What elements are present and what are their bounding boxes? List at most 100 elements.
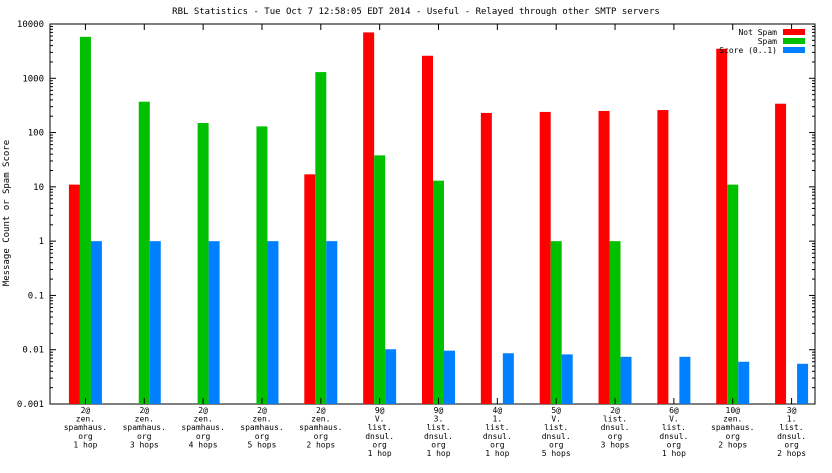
x-tick-label: 9@ 3. list. dnsul. org 1 hop	[424, 406, 453, 458]
x-tick-label-line: list.	[426, 423, 450, 432]
bar-score-0-1	[208, 241, 220, 404]
x-tick-label-line: list.	[368, 423, 392, 432]
bar-not-spam	[657, 110, 669, 404]
x-tick-label-line: org	[490, 440, 505, 449]
x-tick-label: 6@ V. list. dnsul. org 1 hop	[659, 406, 688, 458]
x-tick-label-line: 2 hops	[306, 440, 335, 449]
bar-not-spam	[304, 174, 316, 404]
bar-not-spam	[363, 32, 375, 404]
bar-score-0-1	[326, 241, 338, 404]
bar-score-0-1	[385, 349, 397, 404]
x-tick-label-line: org	[196, 432, 211, 441]
bar-score-0-1	[679, 356, 691, 404]
x-tick-label-line: 1 hop	[368, 449, 392, 458]
bar-spam	[433, 180, 444, 404]
x-tick-label-line: dnsul.	[542, 432, 571, 441]
y-tick-label: 10	[33, 183, 44, 193]
x-tick-label-line: 5 hops	[248, 440, 277, 449]
x-tick-label-line: org	[784, 440, 799, 449]
x-tick-label-line: list.	[780, 423, 804, 432]
x-tick-label-line: spamhaus.	[64, 423, 107, 432]
x-tick-label-line: 2 hops	[718, 440, 747, 449]
x-tick-label-line: dnsul.	[483, 432, 512, 441]
x-tick-label-line: dnsul.	[424, 432, 453, 441]
x-tick-label-line: zen.	[135, 415, 154, 424]
x-tick-label-line: org	[137, 432, 152, 441]
y-tick-label: 0.001	[17, 400, 44, 410]
x-tick-label: 4@ 1. list. dnsul. org 1 hop	[483, 406, 512, 458]
bar-score-0-1	[797, 363, 809, 404]
x-tick-label-line: 3.	[434, 415, 444, 424]
x-tick-label-line: 2 hops	[777, 449, 806, 458]
bar-spam	[550, 241, 562, 404]
bar-score-0-1	[738, 361, 750, 404]
bar-spam	[256, 126, 268, 405]
x-tick-label-line: zen.	[723, 415, 742, 424]
x-tick-label: 2@ zen. spamhaus. org 4 hops	[181, 406, 224, 449]
x-tick-label-line: dnsul.	[601, 423, 630, 432]
bar-score-0-1	[561, 354, 573, 404]
x-tick-label-line: org	[726, 432, 741, 441]
x-tick-label-line: dnsul.	[659, 432, 688, 441]
y-tick-label: 0.1	[28, 291, 44, 301]
bar-spam	[609, 241, 621, 404]
x-tick-label-line: dnsul.	[365, 432, 394, 441]
bar-not-spam	[539, 111, 551, 404]
bar-spam	[79, 36, 91, 405]
x-tick-label-line: zen.	[311, 415, 330, 424]
bar-score-0-1	[502, 353, 514, 404]
x-tick-label-line: 1 hop	[73, 440, 97, 449]
x-tick-label-line: 9@	[434, 406, 444, 415]
x-tick-label-line: org	[372, 440, 387, 449]
x-tick-label-line: 6@	[669, 406, 679, 415]
bar-score-0-1	[267, 241, 279, 404]
x-tick-label-line: list.	[662, 423, 686, 432]
x-tick-label-line: dnsul.	[777, 432, 806, 441]
x-tick-label-line: 1.	[493, 415, 503, 424]
bar-not-spam	[480, 112, 492, 404]
y-tick-label: 0.01	[22, 346, 44, 356]
x-tick-label-line: V.	[551, 415, 561, 424]
x-tick-label-line: list.	[603, 415, 627, 424]
x-tick-label-line: org	[78, 432, 93, 441]
legend-swatch	[783, 47, 805, 53]
x-tick-label-line: 2@	[257, 406, 267, 415]
x-tick-label-line: zen.	[252, 415, 271, 424]
y-tick-label: 1000	[22, 74, 44, 84]
x-tick-label-line: 5 hops	[542, 449, 571, 458]
x-tick-label-line: 2@	[81, 406, 91, 415]
x-tick-label-line: spamhaus.	[711, 423, 754, 432]
bar-not-spam	[598, 110, 610, 405]
x-tick-label-line: spamhaus.	[123, 423, 166, 432]
bar-not-spam	[775, 103, 787, 404]
x-tick-label-line: 1.	[787, 415, 797, 424]
bar-not-spam	[422, 55, 433, 404]
bar-score-0-1	[444, 350, 455, 404]
bar-score-0-1	[149, 241, 161, 404]
x-tick-label-line: 2@	[198, 406, 208, 415]
x-tick-label: 2@ list. dnsul. org 3 hops	[601, 406, 630, 449]
bar-spam	[315, 72, 327, 404]
bar-not-spam	[716, 48, 728, 405]
x-tick-label-line: 2@	[139, 406, 149, 415]
x-tick-label: 9@ V. list. dnsul. org 1 hop	[365, 406, 394, 458]
y-axis-label: Message Count or Spam Score	[2, 140, 12, 286]
legend-label: Score (0..1)	[719, 46, 777, 55]
x-tick-label-line: org	[608, 432, 623, 441]
x-tick-label-line: org	[549, 440, 564, 449]
bar-spam	[374, 155, 386, 404]
x-tick-label-line: zen.	[193, 415, 212, 424]
x-tick-label-line: 5@	[551, 406, 561, 415]
x-tick-label: 2@ zen. spamhaus. org 5 hops	[240, 406, 283, 449]
x-tick-label: 3@ 1. list. dnsul. org 2 hops	[777, 406, 806, 458]
bar-spam	[197, 123, 209, 404]
x-tick-label: 2@ zen. spamhaus. org 2 hops	[299, 406, 342, 449]
legend-swatch	[783, 38, 805, 44]
x-tick-label-line: 2@	[610, 406, 620, 415]
x-tick-label-line: 10@	[726, 406, 741, 415]
x-tick-label-line: 1 hop	[426, 449, 450, 458]
x-tick-label-line: spamhaus.	[299, 423, 342, 432]
